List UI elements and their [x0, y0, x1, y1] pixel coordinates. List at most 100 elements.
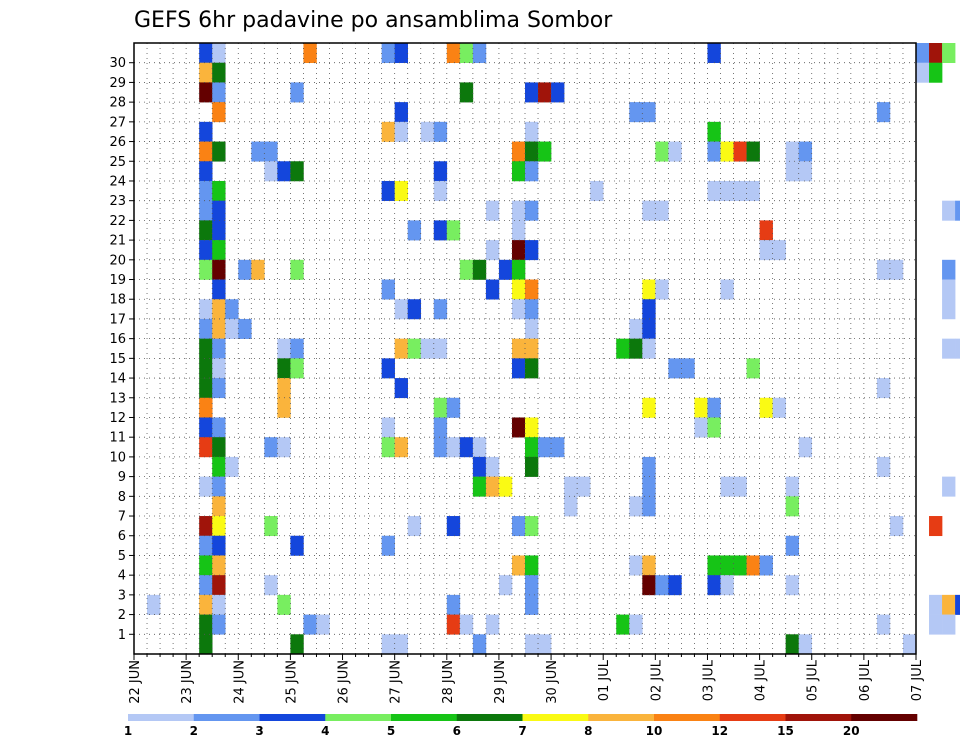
heatmap-cell: [525, 299, 539, 320]
heatmap-cell: [642, 496, 656, 517]
color-legend-swatch: [522, 714, 589, 721]
heatmap-cell: [955, 338, 960, 359]
heatmap-cell: [238, 318, 252, 339]
heatmap-cell: [433, 161, 448, 182]
heatmap-cell: [707, 141, 721, 162]
x-tick-label: 27 JUN: [389, 660, 404, 704]
x-tick-label: 03 JUL: [701, 659, 716, 701]
heatmap-cell: [251, 259, 265, 280]
heatmap-cell: [381, 437, 395, 458]
heatmap-cell: [212, 555, 226, 576]
heatmap-cell: [459, 82, 474, 103]
heatmap-cell: [212, 141, 226, 162]
heatmap-cell: [420, 121, 435, 142]
heatmap-cell: [929, 594, 943, 615]
heatmap-cell: [290, 161, 304, 182]
heatmap-cell: [525, 555, 539, 576]
heatmap-cell: [655, 141, 669, 162]
heatmap-cell: [407, 516, 422, 537]
heatmap-cell: [707, 555, 721, 576]
heatmap-cell: [876, 259, 891, 280]
chart-title: GEFS 6hr padavine po ansamblima Sombor: [134, 8, 613, 33]
color-legend-label: 15: [777, 724, 794, 738]
y-tick-label: 1: [118, 628, 126, 643]
heatmap-cell: [759, 240, 773, 261]
heatmap-cell: [694, 417, 708, 438]
heatmap-cell: [902, 634, 917, 655]
heatmap-cell: [199, 555, 213, 576]
heatmap-cell: [433, 338, 448, 359]
heatmap-cell: [446, 614, 461, 635]
heatmap-cell: [407, 220, 422, 241]
y-tick-label: 30: [109, 56, 126, 71]
heatmap-cell: [629, 318, 643, 339]
heatmap-cell: [746, 180, 760, 201]
color-legend-swatch: [128, 714, 195, 721]
heatmap-cell: [942, 259, 956, 280]
heatmap-cell: [525, 318, 539, 339]
heatmap-cell: [942, 279, 956, 300]
heatmap-cell: [225, 318, 239, 339]
heatmap-cell: [199, 417, 213, 438]
heatmap-cell: [212, 535, 226, 556]
heatmap-cell: [942, 594, 956, 615]
heatmap-cell: [381, 634, 395, 655]
color-legend-label: 12: [711, 724, 728, 738]
heatmap-cell: [199, 82, 213, 103]
color-legend-label: 8: [584, 724, 592, 738]
heatmap-cell: [929, 43, 943, 64]
heatmap-cell: [655, 200, 669, 221]
heatmap-cell: [212, 259, 226, 280]
heatmap-cell: [212, 437, 226, 458]
heatmap-cell: [459, 43, 474, 64]
heatmap-cell: [694, 397, 708, 418]
heatmap-cell: [199, 338, 213, 359]
heatmap-cell: [290, 358, 304, 379]
heatmap-cell: [655, 279, 669, 300]
heatmap-cell: [485, 476, 500, 497]
heatmap-cell: [942, 200, 956, 221]
color-legend-swatch: [193, 714, 260, 721]
heatmap-cell: [798, 634, 813, 655]
y-tick-label: 27: [109, 115, 126, 130]
heatmap-cell: [472, 43, 487, 64]
x-tick-label: 24 JUN: [232, 660, 247, 704]
heatmap-cell: [642, 318, 656, 339]
heatmap-cell: [525, 437, 539, 458]
heatmap-cell: [199, 437, 213, 458]
color-legend-swatch: [719, 714, 786, 721]
heatmap-cell: [577, 476, 591, 497]
heatmap-cell: [394, 437, 408, 458]
heatmap-cell: [525, 161, 539, 182]
heatmap-cell: [942, 43, 956, 64]
heatmap-cell: [199, 594, 213, 615]
heatmap-cell: [525, 82, 539, 103]
heatmap-cell: [720, 180, 734, 201]
color-legend-label: 5: [387, 724, 395, 738]
heatmap-cell: [642, 476, 656, 497]
heatmap-cell: [394, 338, 408, 359]
heatmap-cell: [785, 161, 799, 182]
y-tick-label: 28: [109, 96, 126, 111]
heatmap-cell: [381, 535, 395, 556]
heatmap-cell: [199, 634, 213, 655]
heatmap-cell: [394, 102, 408, 123]
x-tick-label: 02 JUL: [649, 659, 664, 701]
heatmap-cell: [212, 318, 226, 339]
heatmap-cell: [668, 141, 682, 162]
heatmap-cell: [212, 575, 226, 596]
heatmap-cell: [433, 397, 448, 418]
heatmap-cell: [212, 456, 226, 477]
heatmap-cell: [407, 299, 422, 320]
y-tick-label: 13: [109, 391, 126, 406]
heatmap-cell: [199, 535, 213, 556]
heatmap-cell: [199, 299, 213, 320]
heatmap-cell: [199, 180, 213, 201]
heatmap-cell: [916, 43, 930, 64]
heatmap-cell: [511, 220, 526, 241]
y-tick-label: 29: [109, 76, 126, 91]
heatmap-cell: [199, 220, 213, 241]
x-tick-label: 30 JUN: [545, 660, 560, 704]
y-tick-label: 21: [109, 234, 126, 249]
heatmap-cells: [147, 43, 960, 655]
